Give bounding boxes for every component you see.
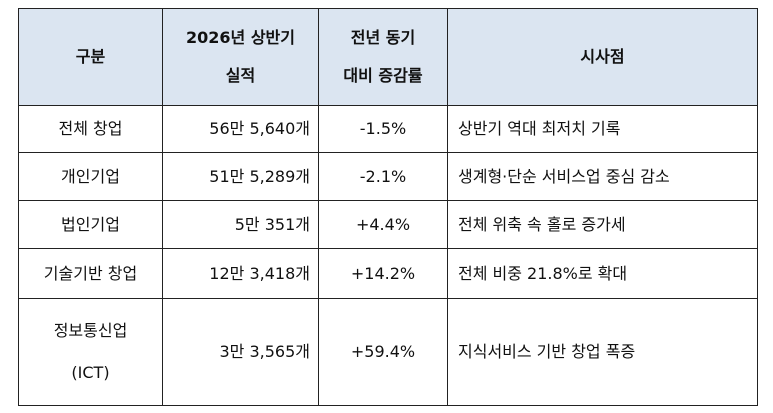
table-row: 개인기업 51만 5,289개 -2.1% 생계형·단순 서비스업 중심 감소 [18, 152, 758, 201]
header-cell: 시사점 [447, 8, 758, 106]
data-table: 구분 2026년 상반기 실적 전년 동기 대비 증감률 시사점 전체 창업 56만 5… [18, 8, 758, 406]
table-cell: 전체 위축 속 홀로 증가세 [447, 200, 758, 249]
table-cell: 생계형·단순 서비스업 중심 감소 [447, 152, 758, 201]
table-row: 정보통신업 (ICT) 3만 3,565개 +59.4% 지식서비스 기반 창업 폭증 [18, 298, 758, 406]
table-cell: 기술기반 창업 [18, 248, 163, 299]
table-cell: 전체 비중 21.8%로 확대 [447, 248, 758, 299]
table-cell: 3만 3,565개 [162, 298, 319, 406]
header-cell: 전년 동기 대비 증감률 [318, 8, 448, 106]
table-cell: 12만 3,418개 [162, 248, 319, 299]
table-cell: 지식서비스 기반 창업 폭증 [447, 298, 758, 406]
table-cell: +4.4% [318, 200, 448, 249]
table-cell: 개인기업 [18, 152, 163, 201]
table-cell: 56만 5,640개 [162, 105, 319, 153]
table-row: 법인기업 5만 351개 +4.4% 전체 위축 속 홀로 증가세 [18, 200, 758, 249]
table-cell: 상반기 역대 최저치 기록 [447, 105, 758, 153]
table-cell: 51만 5,289개 [162, 152, 319, 201]
table-row: 기술기반 창업 12만 3,418개 +14.2% 전체 비중 21.8%로 확대 [18, 248, 758, 299]
table-body: 전체 창업 56만 5,640개 -1.5% 상반기 역대 최저치 기록 개인기업 51만… [18, 105, 758, 406]
table-cell: 법인기업 [18, 200, 163, 249]
table-cell: +14.2% [318, 248, 448, 299]
header-cell: 2026년 상반기 실적 [162, 8, 319, 106]
header-row: 구분 2026년 상반기 실적 전년 동기 대비 증감률 시사점 [18, 8, 758, 106]
table-cell: -1.5% [318, 105, 448, 153]
table-cell: +59.4% [318, 298, 448, 406]
table-cell: 전체 창업 [18, 105, 163, 153]
table-cell: 5만 351개 [162, 200, 319, 249]
table-cell: 정보통신업 (ICT) [18, 298, 163, 406]
table-cell: -2.1% [318, 152, 448, 201]
header-cell: 구분 [18, 8, 163, 106]
table-row: 전체 창업 56만 5,640개 -1.5% 상반기 역대 최저치 기록 [18, 105, 758, 153]
